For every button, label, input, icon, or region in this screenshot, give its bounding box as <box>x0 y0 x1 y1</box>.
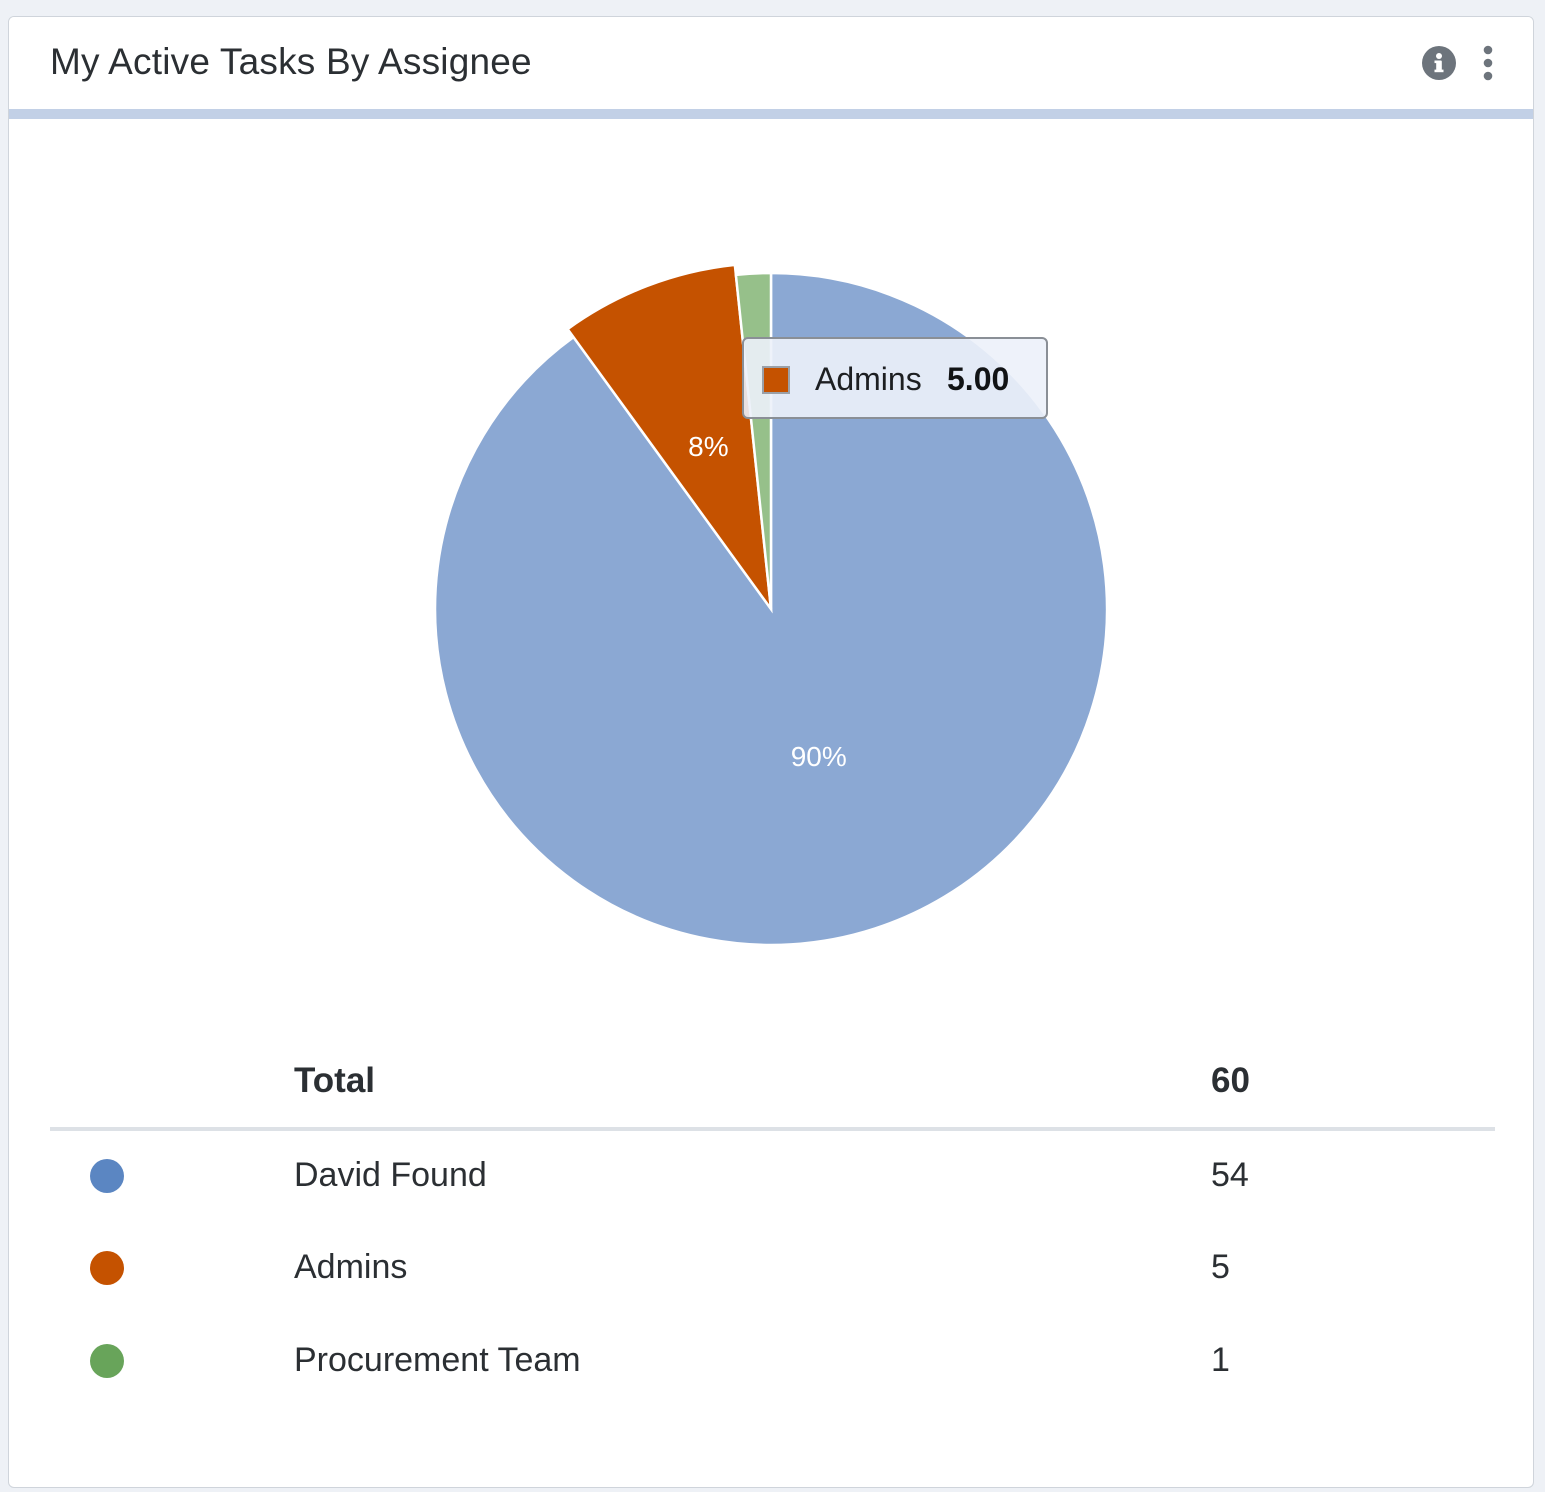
tooltip-value: 5.00 <box>947 361 1010 397</box>
legend-dot <box>90 1251 124 1285</box>
pie-slice-admins[interactable] <box>565 263 773 614</box>
more-vertical-icon[interactable] <box>1475 43 1501 83</box>
legend-value: 5 <box>1211 1248 1230 1286</box>
pie-label-david-found: 90% <box>791 741 847 772</box>
legend-name: Procurement Team <box>294 1341 581 1379</box>
legend-row-procurement-team[interactable]: Procurement Team 1 <box>50 1332 1495 1392</box>
header-accent-bar <box>9 109 1533 119</box>
legend-total-label: Total <box>294 1061 376 1100</box>
legend-row-admins[interactable]: Admins 5 <box>50 1239 1495 1299</box>
widget-header: My Active Tasks By Assignee <box>9 17 1533 109</box>
legend-name: Admins <box>294 1248 408 1286</box>
pie-label-admins: 8% <box>688 431 728 462</box>
legend-value: 1 <box>1211 1341 1230 1379</box>
legend-value: 54 <box>1211 1156 1249 1194</box>
pie-chart: 90% 8% <box>433 263 1109 947</box>
legend-row-david-found[interactable]: David Found 54 <box>50 1147 1495 1207</box>
legend-name: David Found <box>294 1156 487 1194</box>
tooltip-swatch <box>762 366 790 394</box>
info-icon[interactable] <box>1422 46 1456 80</box>
widget-title: My Active Tasks By Assignee <box>50 41 532 82</box>
tooltip-label: Admins <box>815 361 922 397</box>
legend-total-value: 60 <box>1211 1061 1250 1100</box>
legend-dot <box>90 1344 124 1378</box>
chart-tooltip: Admins 5.00 <box>742 337 1048 419</box>
legend-divider <box>50 1127 1495 1131</box>
widget-card: My Active Tasks By Assignee 90% 8% Admins… <box>8 16 1534 1488</box>
legend-dot <box>90 1159 124 1193</box>
